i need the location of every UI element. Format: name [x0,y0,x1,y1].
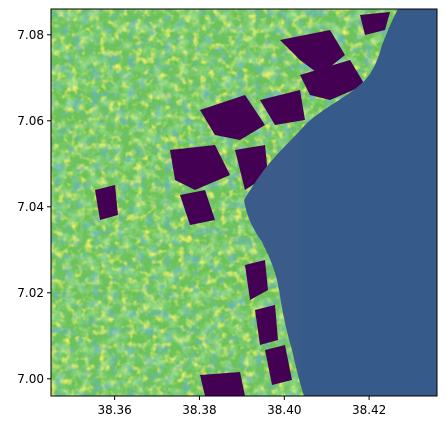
x-tick-label: 38.36 [97,403,131,417]
y-tick-label: 7.00 [17,372,44,386]
y-axis: 7.08 7.06 7.04 7.02 7.00 [17,28,51,386]
y-tick-label: 7.04 [17,200,44,214]
x-tick-label: 38.38 [182,403,216,417]
map-raster [51,9,437,396]
y-tick-label: 7.08 [17,28,44,42]
x-axis: 38.36 38.38 38.40 38.42 [97,396,386,417]
x-tick-label: 38.42 [352,403,386,417]
y-tick-label: 7.02 [17,286,44,300]
y-tick-label: 7.06 [17,114,44,128]
x-tick-label: 38.40 [267,403,301,417]
dark-patches [95,12,390,396]
axes-frame [50,8,438,397]
